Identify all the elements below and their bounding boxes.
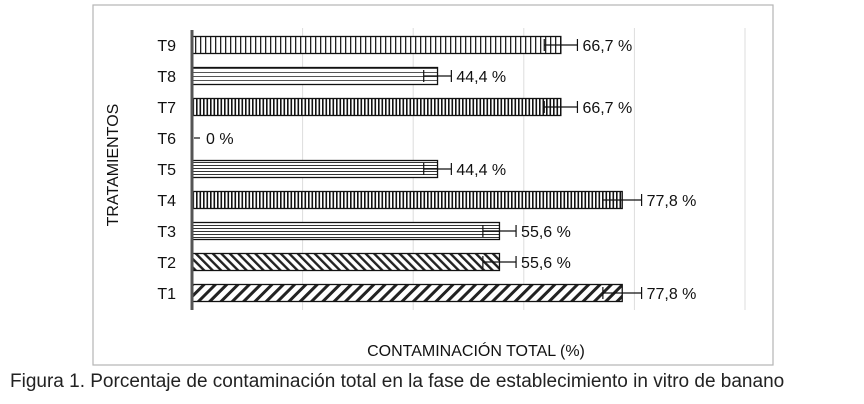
data-label-t1: 77,8 % [647,286,697,303]
x-axis-label: CONTAMINACIÓN TOTAL (%) [367,341,585,360]
category-label-t2: T2 [157,255,176,272]
data-label-t9: 66,7 % [582,38,632,55]
bar-t2 [191,252,501,272]
data-label-t4: 77,8 % [647,193,697,210]
bar-t3 [191,221,501,241]
error-bar-t7 [543,101,579,113]
data-label-t6: 0 % [206,131,234,148]
bar-t5 [191,159,439,179]
category-label-t8: T8 [157,69,176,86]
category-label-t7: T7 [157,100,176,117]
bar-t1 [191,283,623,303]
error-bar-t3 [482,225,517,237]
bar-t8 [191,66,439,86]
error-bar-t9 [543,39,579,51]
category-label-t3: T3 [157,224,176,241]
data-label-t8: 44,4 % [456,69,506,86]
error-bar-t2 [482,256,517,268]
category-tick-labels: T1 T2 T3 T4 T5 T6 T7 T8 T9 [157,38,176,303]
error-bar-t1 [602,287,643,299]
error-bar-t5 [423,163,452,175]
bars: 77,8 % 55,6 % 55,6 % 77,8 % 44,4 % 0 % 66,7 % 4… [191,35,697,303]
bar-t4 [191,190,623,210]
category-label-t4: T4 [157,193,176,210]
category-label-t9: T9 [157,38,176,55]
bar-t7 [191,97,562,117]
category-label-t6: T6 [157,131,176,148]
category-label-t5: T5 [157,162,176,179]
y-axis-label: TRATAMIENTOS [105,104,122,227]
data-label-t5: 44,4 % [456,162,506,179]
bar-t9 [191,35,562,55]
data-label-t7: 66,7 % [582,100,632,117]
chart-frame [92,4,774,366]
category-label-t1: T1 [157,286,176,303]
data-label-t2: 55,6 % [521,255,571,272]
error-bar-t4 [602,194,643,206]
data-label-t3: 55,6 % [521,224,571,241]
figure-caption: Figura 1. Porcentaje de contaminación to… [10,371,785,392]
error-bar-t8 [423,70,452,82]
